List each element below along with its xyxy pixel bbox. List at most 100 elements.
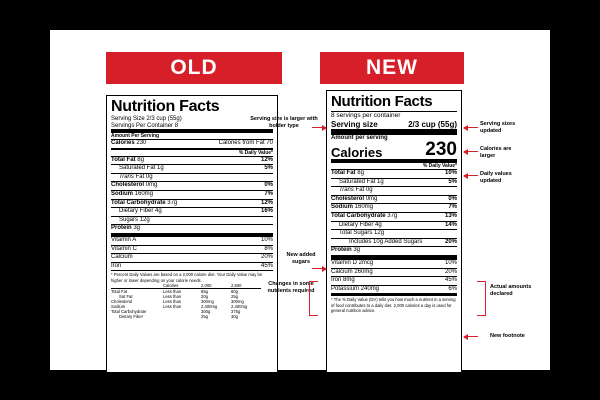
- old-nutrient-dv: 12%: [260, 199, 273, 206]
- old-vitamin-name: Vitamin C: [111, 245, 137, 252]
- new-serving-size-label: Serving size: [331, 119, 378, 129]
- annotation-serving-sizes-updated: Serving sizes updated: [480, 121, 516, 134]
- footer-table-cell: 300mg: [231, 298, 244, 304]
- old-nutrient-name: Total Fat 8g: [111, 156, 144, 163]
- new-nutrient-name: Cholesterol 0mg: [331, 195, 378, 202]
- footer-table-cell: 375g: [231, 308, 241, 314]
- new-nutrient-list: Total Fat 8g 10% Saturated Fat 1g 5% Trans F…: [331, 169, 457, 255]
- old-nutrient-list: Total Fat 8g 12% Saturated Fat 1g 5% Trans F…: [111, 155, 273, 233]
- new-nutrient-row: Dietary Fiber 4g 14%: [331, 220, 457, 230]
- arrow-serving-size: [312, 124, 327, 131]
- footer-table-cell: 30g: [231, 313, 238, 319]
- footer-table-cell: 80g: [231, 288, 238, 294]
- footer-table-cell: Total Fat: [111, 288, 128, 294]
- old-vitamin-dv: 20%: [260, 254, 273, 261]
- new-label-title: Nutrition Facts: [331, 93, 433, 110]
- old-vitamin-row: Vitamin C 8%: [111, 244, 273, 254]
- new-vitamin-list: Vitamin D 2mcg 10% Calcium 260mg 20% Iron 8m…: [331, 254, 457, 294]
- new-nutrient-name: Sodium 160mg: [331, 204, 374, 211]
- arrow-serving-sizes-updated: [463, 124, 478, 131]
- old-calories-from-fat: Calories from Fat 70: [218, 140, 273, 146]
- new-vitamin-row: Calcium 260mg 20%: [331, 267, 457, 277]
- old-label-title: Nutrition Facts: [111, 98, 220, 115]
- new-nutrient-row: Total Carbohydrate 37g 13%: [331, 211, 457, 221]
- footer-table-cell: Cholesterol: [111, 298, 133, 304]
- old-nutrient-name: Total Carbohydrate 37g: [111, 199, 178, 206]
- new-nutrient-row: Includes 10g Added Sugars 20%: [331, 237, 457, 247]
- old-vitamin-dv: 8%: [264, 245, 273, 252]
- new-nutrient-dv: 13%: [444, 212, 457, 219]
- old-vitamin-dv: 10%: [260, 236, 273, 243]
- new-nutrient-dv: 5%: [448, 178, 457, 185]
- new-nutrient-name: Total Fat 8g: [331, 170, 364, 176]
- annotation-serving-size: Serving size is larger with bolder type: [250, 116, 318, 129]
- bracket-nutrient-changes: [309, 281, 318, 316]
- new-nutrient-row: Total Fat 8g 10%: [331, 169, 457, 178]
- new-vitamin-dv: 6%: [448, 285, 457, 292]
- new-nutrient-dv: 7%: [448, 204, 457, 211]
- new-nutrient-row: Saturated Fat 1g 5%: [331, 177, 457, 187]
- footer-table-cell: Sodium: [111, 303, 126, 309]
- new-banner: NEW: [320, 52, 464, 84]
- annotation-daily-values: Daily values updated: [480, 171, 512, 184]
- new-nutrient-name: Total Carbohydrate 37g: [331, 212, 398, 219]
- new-vitamin-row: Iron 8mg 45%: [331, 276, 457, 285]
- new-calories-value: 230: [425, 139, 457, 160]
- new-vitamin-dv: 10%: [444, 259, 457, 266]
- old-nutrition-label: Nutrition Facts Serving Size 2/3 cup (55…: [106, 95, 278, 373]
- new-vitamin-name: Calcium 260mg: [331, 268, 373, 275]
- old-nutrient-name: Sodium 160mg: [111, 190, 154, 197]
- annotation-actual-amounts: Actual amounts declared: [490, 284, 532, 297]
- new-banner-text: NEW: [366, 56, 418, 79]
- new-nutrient-name: Protein 3g: [331, 247, 361, 254]
- new-nutrient-row: Trans Fat 0g: [331, 186, 457, 195]
- old-nutrient-name: Cholesterol 0mg: [111, 182, 158, 189]
- old-vitamin-dv: 45%: [260, 262, 273, 269]
- old-nutrient-row: Trans Fat 0g: [111, 172, 273, 182]
- footer-table-header-cell: 2,500: [231, 283, 261, 289]
- old-nutrient-dv: 16%: [260, 208, 273, 215]
- footer-table-cell: 65g: [201, 288, 208, 294]
- annotation-calories: Calories are larger: [480, 146, 512, 159]
- old-vitamin-name: Vitamin A: [111, 236, 137, 243]
- new-nutrient-row: Protein 3g: [331, 246, 457, 255]
- new-nutrient-dv: 14%: [444, 221, 457, 228]
- new-nutrient-row: Sodium 160mg 7%: [331, 203, 457, 212]
- old-nutrient-dv: 5%: [264, 165, 273, 172]
- new-vitamin-name: Iron 8mg: [331, 277, 355, 284]
- old-footer-table: Calories 2,000 2,500 Total Fat Less than 65g 8…: [111, 283, 273, 319]
- comparison-panel: OLD NEW Nutrition Facts Serving Size 2/3…: [50, 30, 550, 373]
- new-nutrient-name: Saturated Fat 1g: [339, 178, 384, 185]
- old-nutrient-dv: 12%: [260, 156, 273, 163]
- annotation-added-sugars: New added sugars: [286, 252, 316, 265]
- new-vitamin-name: Vitamin D 2mcg: [331, 259, 374, 266]
- old-nutrient-row: Total Carbohydrate 37g 12%: [111, 198, 273, 208]
- old-footnote: * Percent Daily Values are based on a 2,…: [111, 272, 263, 283]
- footer-table-header-cell: 2,000: [201, 283, 231, 289]
- new-vitamin-row: Potassium 240mg 6%: [331, 284, 457, 294]
- arrow-new-footnote: [463, 333, 478, 340]
- old-nutrient-name: Protein 3g: [111, 225, 141, 232]
- arrow-daily-values: [463, 172, 478, 179]
- footer-table-cell: 2,400mg: [201, 303, 218, 309]
- new-servings: 8 servings per container: [331, 112, 401, 119]
- annotation-nutrient-changes: Changes in some nutrients required: [267, 281, 315, 294]
- arrow-calories: [463, 148, 478, 155]
- footer-table-cell: Less than: [163, 293, 182, 299]
- old-nutrient-row: Sugars 12g: [111, 215, 273, 225]
- footer-table-cell: 2,400mg: [231, 303, 248, 309]
- new-nutrient-dv: 20%: [444, 238, 457, 245]
- new-calories-label: Calories: [331, 145, 383, 160]
- new-vitamin-name: Potassium 240mg: [331, 285, 380, 292]
- old-nutrient-row: Cholesterol 0mg 0%: [111, 181, 273, 190]
- new-nutrient-name: Total Sugars 12g: [339, 230, 385, 237]
- old-vitamin-name: Iron: [111, 262, 122, 269]
- old-nutrient-row: Total Fat 8g 12%: [111, 155, 273, 165]
- old-nutrient-dv: 7%: [264, 190, 273, 197]
- old-nutrient-row: Dietary Fiber 4g 16%: [111, 207, 273, 216]
- footer-table-header-cell: [111, 283, 163, 289]
- old-banner-text: OLD: [170, 56, 218, 79]
- old-vitamin-row: Calcium 20%: [111, 253, 273, 262]
- old-amount-per-serving: Amount Per Serving: [111, 133, 160, 139]
- old-nutrient-name: Dietary Fiber 4g: [119, 208, 162, 215]
